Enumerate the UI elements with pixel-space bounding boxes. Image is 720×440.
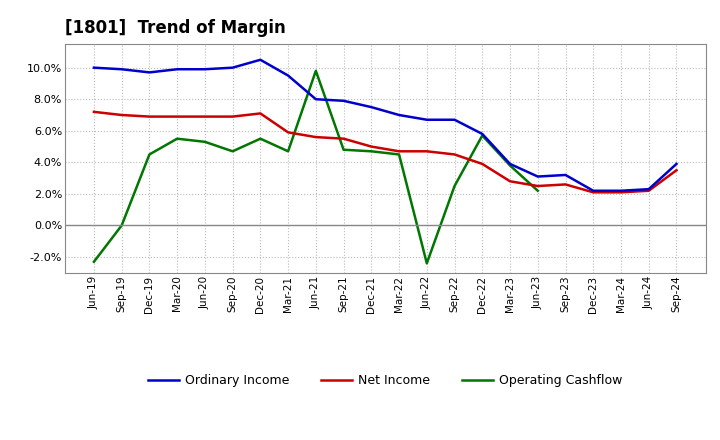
Operating Cashflow bbox=[505, 163, 514, 168]
Net Income bbox=[534, 183, 542, 189]
Net Income bbox=[478, 161, 487, 167]
Net Income bbox=[339, 136, 348, 141]
Legend: Ordinary Income, Net Income, Operating Cashflow: Ordinary Income, Net Income, Operating C… bbox=[143, 370, 628, 392]
Operating Cashflow bbox=[478, 133, 487, 138]
Ordinary Income bbox=[367, 104, 376, 110]
Net Income bbox=[117, 112, 126, 117]
Net Income bbox=[89, 109, 98, 114]
Ordinary Income bbox=[423, 117, 431, 122]
Net Income bbox=[228, 114, 237, 119]
Ordinary Income bbox=[312, 97, 320, 102]
Ordinary Income bbox=[89, 65, 98, 70]
Ordinary Income bbox=[395, 112, 403, 117]
Ordinary Income bbox=[672, 161, 681, 167]
Text: [1801]  Trend of Margin: [1801] Trend of Margin bbox=[65, 19, 286, 37]
Net Income bbox=[256, 111, 265, 116]
Ordinary Income bbox=[644, 187, 653, 192]
Operating Cashflow bbox=[284, 149, 292, 154]
Operating Cashflow bbox=[201, 139, 210, 144]
Ordinary Income bbox=[256, 57, 265, 62]
Operating Cashflow bbox=[256, 136, 265, 141]
Ordinary Income bbox=[173, 66, 181, 72]
Line: Net Income: Net Income bbox=[94, 112, 677, 192]
Operating Cashflow bbox=[145, 152, 154, 157]
Net Income bbox=[672, 168, 681, 173]
Ordinary Income bbox=[450, 117, 459, 122]
Operating Cashflow bbox=[367, 149, 376, 154]
Net Income bbox=[173, 114, 181, 119]
Net Income bbox=[395, 149, 403, 154]
Ordinary Income bbox=[228, 65, 237, 70]
Net Income bbox=[644, 188, 653, 194]
Operating Cashflow bbox=[395, 152, 403, 157]
Net Income bbox=[145, 114, 154, 119]
Ordinary Income bbox=[117, 66, 126, 72]
Operating Cashflow bbox=[89, 259, 98, 264]
Operating Cashflow bbox=[423, 260, 431, 266]
Operating Cashflow bbox=[228, 149, 237, 154]
Operating Cashflow bbox=[339, 147, 348, 152]
Net Income bbox=[423, 149, 431, 154]
Net Income bbox=[616, 190, 625, 195]
Net Income bbox=[561, 182, 570, 187]
Net Income bbox=[284, 130, 292, 135]
Net Income bbox=[201, 114, 210, 119]
Ordinary Income bbox=[478, 131, 487, 136]
Ordinary Income bbox=[616, 188, 625, 194]
Ordinary Income bbox=[284, 73, 292, 78]
Ordinary Income bbox=[339, 98, 348, 103]
Line: Operating Cashflow: Operating Cashflow bbox=[94, 71, 538, 263]
Operating Cashflow bbox=[450, 183, 459, 189]
Operating Cashflow bbox=[173, 136, 181, 141]
Ordinary Income bbox=[201, 66, 210, 72]
Net Income bbox=[505, 179, 514, 184]
Operating Cashflow bbox=[534, 188, 542, 194]
Net Income bbox=[367, 144, 376, 149]
Ordinary Income bbox=[561, 172, 570, 178]
Line: Ordinary Income: Ordinary Income bbox=[94, 60, 677, 191]
Ordinary Income bbox=[505, 161, 514, 167]
Operating Cashflow bbox=[117, 223, 126, 228]
Ordinary Income bbox=[534, 174, 542, 179]
Net Income bbox=[450, 152, 459, 157]
Net Income bbox=[589, 190, 598, 195]
Operating Cashflow bbox=[312, 68, 320, 73]
Net Income bbox=[312, 135, 320, 140]
Ordinary Income bbox=[589, 188, 598, 194]
Ordinary Income bbox=[145, 70, 154, 75]
